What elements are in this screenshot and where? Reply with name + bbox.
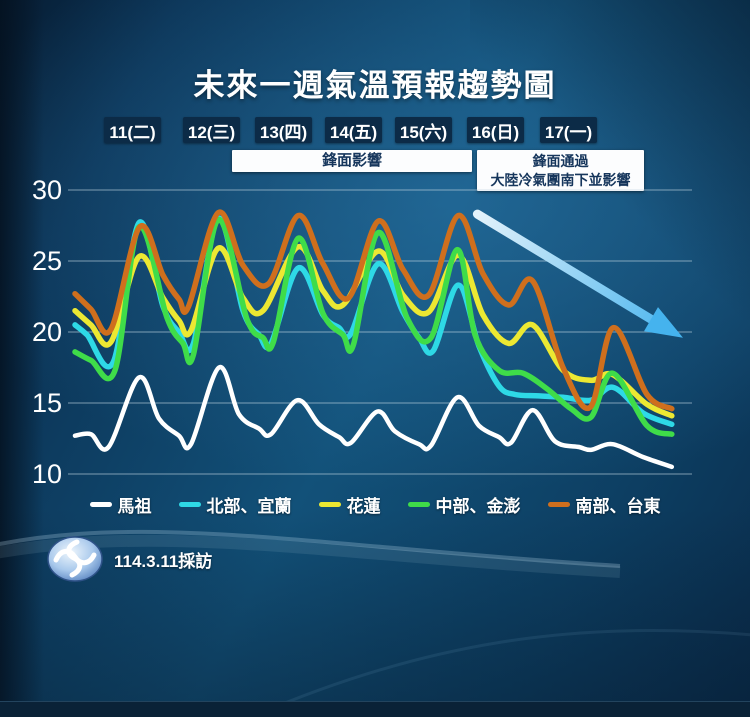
legend-item-馬祖: 馬祖 — [89, 492, 152, 517]
legend-label: 北部、宜蘭 — [206, 496, 292, 516]
logo-swirl-vertical — [66, 539, 83, 578]
cwa-logo — [47, 536, 103, 582]
page-title: 未來一週氣溫預報趨勢圖 — [193, 68, 557, 103]
chart-legend: 馬祖 北部、宜蘭 花蓮 中部、金澎 南部、台東 — [0, 488, 750, 520]
broadcast-caption: 114.3.11採訪 — [114, 551, 213, 571]
bottom-band-decoration — [0, 701, 750, 717]
y-axis-label: 10 — [32, 459, 62, 489]
legend-label: 中部、金澎 — [435, 496, 521, 516]
footer: 114.3.11採訪 — [46, 535, 212, 583]
annotation-text-line1: 鋒面通過 — [532, 152, 589, 169]
date-label-12: 12(三) — [183, 117, 240, 143]
legend-dash — [318, 501, 341, 507]
annotation-text-line2: 大陸冷氣團南下並影響 — [490, 171, 631, 188]
grid-layer: 30 25 20 15 10 — [32, 175, 692, 489]
series-line-中部、金澎 — [72, 217, 675, 437]
legend-label: 花蓮 — [346, 496, 381, 516]
date-label-11: 11(二) — [104, 117, 161, 143]
legend-dash — [547, 501, 570, 507]
y-axis-label: 30 — [32, 175, 62, 205]
legend-item-中部、金澎: 中部、金澎 — [407, 492, 521, 517]
series-line-馬祖 — [72, 365, 675, 470]
legend-item-南部、台東: 南部、台東 — [547, 492, 661, 517]
date-label-17: 17(一) — [540, 117, 597, 143]
legend-item-北部、宜蘭: 北部、宜蘭 — [178, 492, 292, 517]
legend-dash — [407, 501, 430, 507]
legend-item-花蓮: 花蓮 — [318, 492, 381, 517]
trend-arrow-head — [644, 307, 683, 338]
annotation-front-pass: 鋒面通過 大陸冷氣團南下並影響 — [477, 150, 644, 191]
date-label-15: 15(六) — [395, 117, 452, 143]
left-shade-decoration — [0, 0, 44, 717]
legend-label: 南部、台東 — [575, 496, 661, 516]
y-axis-label: 25 — [32, 246, 62, 276]
series-line-南部、台東 — [72, 209, 675, 412]
legend-dash — [89, 501, 112, 507]
annotation-text: 鋒面影響 — [321, 151, 382, 169]
y-axis-label: 15 — [32, 388, 62, 418]
y-axis-label: 20 — [32, 317, 62, 347]
annotation-front-influence: 鋒面影響 — [232, 150, 472, 172]
date-label-13: 13(四) — [255, 117, 312, 143]
logo-spacer — [46, 535, 104, 583]
legend-dash — [178, 501, 201, 507]
trend-arrow-shaft — [472, 209, 656, 324]
trend-arrow — [472, 209, 683, 338]
bottom-shade-decoration — [0, 507, 750, 717]
date-label-14: 14(五) — [325, 117, 382, 143]
legend-label: 馬祖 — [117, 496, 152, 516]
date-label-16: 16(日) — [467, 117, 524, 143]
series-layer — [72, 209, 675, 470]
